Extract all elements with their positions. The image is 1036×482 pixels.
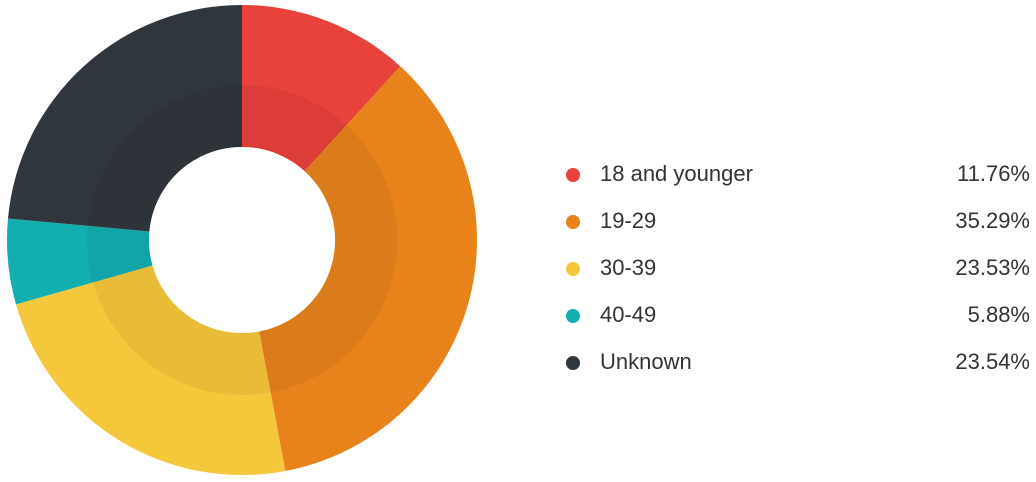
- legend-dot: [566, 262, 580, 276]
- donut-slice: [6, 218, 153, 305]
- legend-dot: [566, 215, 580, 229]
- legend-dot: [566, 168, 580, 182]
- legend-value: 11.76%: [957, 161, 1030, 186]
- legend-dot: [566, 356, 580, 370]
- donut-hole: [149, 147, 335, 333]
- legend-value: 5.88%: [968, 302, 1030, 327]
- donut-slice: [259, 66, 477, 471]
- legend-label: 19-29: [600, 208, 656, 233]
- donut-slice: [242, 5, 401, 172]
- donut-slice: [16, 265, 286, 475]
- inner-shade: [87, 85, 397, 395]
- legend-label: 18 and younger: [600, 161, 753, 186]
- legend-dot: [566, 309, 580, 323]
- legend-value: 35.29%: [955, 208, 1030, 233]
- legend-value: 23.54%: [955, 349, 1030, 374]
- legend-label: 40-49: [600, 302, 656, 327]
- legend-label: Unknown: [600, 349, 692, 374]
- legend-value: 23.53%: [955, 255, 1030, 280]
- donut-slice: [7, 5, 242, 232]
- legend-label: 30-39: [600, 255, 656, 280]
